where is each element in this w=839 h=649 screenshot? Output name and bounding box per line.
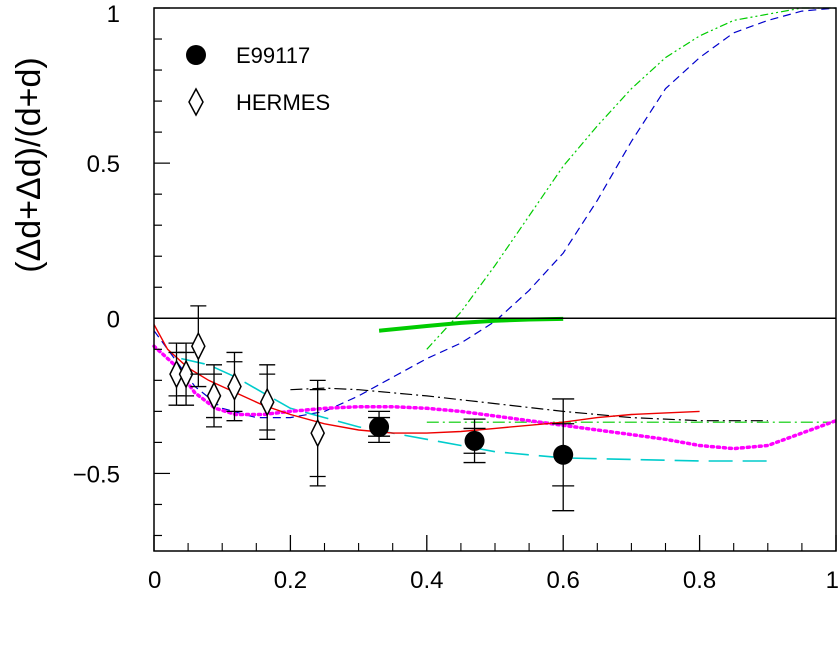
x-tick-label: 0.6 — [547, 567, 580, 594]
legend-marker-hermes — [188, 87, 204, 117]
model-curves — [152, 7, 838, 462]
x-tick-label: 0 — [148, 567, 161, 594]
y-tick-label: −0.5 — [73, 461, 120, 488]
y-tick-label: 1 — [107, 1, 120, 28]
point-e99117 — [369, 416, 390, 437]
model-curve-1 — [426, 7, 836, 350]
point-hermes — [310, 418, 326, 448]
x-tick-label: 0.8 — [683, 567, 716, 594]
model-curve-4 — [290, 387, 768, 422]
point-hermes — [169, 359, 184, 389]
legend-label-hermes: HERMES — [236, 90, 330, 115]
x-tick-label: 1 — [826, 567, 839, 594]
model-curve-7 — [152, 344, 838, 451]
axis-ticks: 0 0.2 0.4 0.6 0.8 1 −0.5 0 0.5 1 — [73, 1, 839, 594]
legend: E99117 HERMES — [186, 43, 330, 117]
legend-marker-e99117 — [186, 45, 206, 65]
y-axis-label: (Δd+Δd)/(d+d) — [10, 57, 48, 273]
model-curve-3 — [378, 316, 564, 333]
legend-label-e99117: E99117 — [236, 43, 310, 68]
data-points — [168, 305, 575, 512]
point-hermes — [206, 381, 222, 411]
y-tick-label: 0 — [107, 306, 120, 333]
model-curve-8 — [153, 324, 700, 434]
x-tick-label: 0.2 — [274, 567, 307, 594]
point-e99117 — [464, 430, 485, 451]
model-curve-6 — [181, 357, 768, 462]
x-tick-label: 0.4 — [410, 567, 443, 594]
point-hermes — [178, 359, 194, 389]
point-hermes — [190, 331, 206, 361]
point-e99117 — [553, 444, 574, 465]
y-tick-label: 0.5 — [87, 151, 120, 178]
point-hermes — [259, 387, 275, 417]
point-hermes — [227, 371, 242, 402]
model-curve-2 — [153, 7, 837, 419]
